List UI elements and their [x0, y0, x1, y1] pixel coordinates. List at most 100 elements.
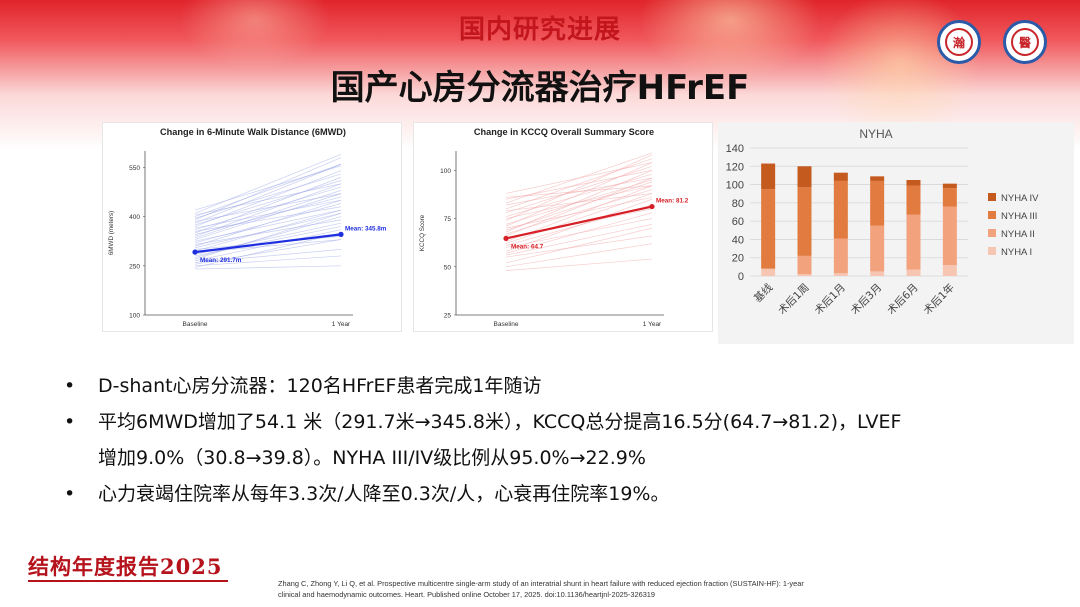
- legend-label: NYHA I: [1001, 247, 1032, 258]
- bullet-text: 增加9.0%（30.8→39.8）。NYHA III/IV级比例从95.0%→2…: [98, 447, 646, 469]
- bar-segment: [833, 172, 848, 181]
- chart-nyha-panel: NYHA 0 20 40 60 80 100 120 140 基线 术后1周 术后1月 术后3月 术后6月…: [718, 122, 1074, 344]
- y-tick-label: 50: [444, 264, 452, 271]
- bullet-item: • 平均6MWD增加了54.1 米（291.7米→345.8米），KCCQ总分提高…: [62, 404, 1042, 476]
- chart-title: Change in KCCQ Overall Summary Score: [474, 127, 654, 137]
- y-tick-label: 40: [732, 234, 744, 246]
- individual-line: [194, 196, 342, 235]
- bar-segment: [797, 274, 812, 276]
- mean-point: [503, 235, 509, 242]
- x-tick-label: Baseline: [183, 321, 208, 328]
- x-tick-label: 术后1月: [812, 282, 847, 317]
- individual-line: [194, 229, 342, 262]
- bar-segment: [797, 187, 812, 256]
- individual-line: [194, 183, 342, 216]
- chart-nyha: NYHA 0 20 40 60 80 100 120 140 基线 术后1周 术后1月 术后3月 术后6月…: [726, 127, 1040, 317]
- bullet-item: • 心力衰竭住院率从每年3.3次/人降至0.3次/人，心衰再住院率19%。: [62, 476, 1042, 512]
- data-label: Mean: 81.2: [656, 198, 689, 205]
- chart-title: Change in 6-Minute Walk Distance (6MWD): [160, 127, 346, 137]
- individual-line: [194, 165, 342, 211]
- legend-swatch: [988, 211, 996, 219]
- legend-swatch: [988, 193, 996, 201]
- footer-divider: [28, 580, 228, 582]
- chart-6mwd-panel: Change in 6-Minute Walk Distance (6MWD) 1…: [102, 122, 402, 332]
- bar-segment: [942, 206, 957, 266]
- y-tick-label: 100: [726, 180, 744, 192]
- individual-line: [194, 163, 342, 224]
- individual-line: [194, 239, 342, 254]
- individual-line: [505, 173, 653, 217]
- individual-line: [194, 180, 342, 226]
- x-tick-label: 1 Year: [332, 321, 351, 328]
- page-title: 国产心房分流器治疗HFrEF: [330, 68, 750, 108]
- bar-segment: [870, 225, 885, 272]
- individual-line: [505, 223, 653, 256]
- x-tick-label: 术后3月: [849, 282, 884, 317]
- individual-line: [505, 235, 653, 258]
- individual-line: [194, 219, 342, 245]
- data-label: Mean: 291.7m: [200, 257, 242, 264]
- individual-line: [194, 206, 342, 232]
- bullet-text: 平均6MWD增加了54.1 米（291.7米→345.8米），KCCQ总分提高1…: [98, 411, 902, 433]
- bar-segment: [906, 214, 921, 270]
- bar-segment: [833, 180, 848, 239]
- y-axis-label: 6MWD (meters): [108, 211, 115, 255]
- individual-line: [505, 193, 653, 212]
- y-tick-label: 0: [738, 271, 744, 283]
- legend-swatch: [988, 247, 996, 255]
- individual-line: [194, 199, 342, 229]
- bar-segment: [761, 268, 776, 276]
- y-tick-label: 80: [732, 198, 744, 210]
- individual-line: [194, 173, 342, 219]
- legend-label: NYHA III: [1001, 211, 1037, 222]
- individual-line: [194, 193, 342, 240]
- y-tick-label: 20: [732, 253, 744, 265]
- individual-line: [194, 226, 342, 257]
- individual-line: [194, 186, 342, 231]
- mean-point: [338, 231, 344, 237]
- chart-title: NYHA: [859, 127, 892, 141]
- bar-segment: [761, 189, 776, 269]
- y-tick-label: 140: [726, 143, 744, 155]
- bar-segment: [833, 273, 848, 276]
- mean-point: [649, 203, 655, 210]
- x-tick-label: 术后1周: [776, 282, 811, 317]
- y-tick-label: 250: [129, 263, 140, 270]
- mean-point: [192, 249, 198, 255]
- bar-segment: [797, 255, 812, 275]
- bar-segment: [906, 180, 921, 186]
- individual-line: [505, 162, 653, 194]
- bar-segment: [870, 271, 885, 276]
- individual-line: [505, 196, 653, 229]
- individual-line: [505, 169, 653, 200]
- x-tick-label: Baseline: [494, 321, 519, 328]
- bullet-text: D-shant心房分流器：120名HFrEF患者完成1年随访: [98, 375, 542, 397]
- bar-segment: [833, 238, 848, 274]
- bullet-dot: •: [64, 375, 76, 397]
- legend-label: NYHA II: [1001, 229, 1035, 240]
- bar-segment: [906, 269, 921, 276]
- individual-line: [505, 258, 653, 271]
- individual-line: [505, 185, 653, 198]
- y-axis-label: KCCQ Score: [419, 214, 426, 251]
- individual-line: [505, 189, 653, 235]
- chart-6mwd: Change in 6-Minute Walk Distance (6MWD) 1…: [108, 127, 387, 328]
- individual-line: [194, 249, 342, 263]
- x-tick-label: 1 Year: [643, 321, 662, 328]
- bar-segment: [942, 188, 957, 207]
- individual-line: [505, 243, 653, 268]
- hospital-logo-2: 醫: [1003, 20, 1047, 64]
- individual-line: [194, 255, 342, 267]
- bar-segment: [761, 163, 776, 190]
- y-tick-label: 75: [444, 216, 452, 223]
- bullet-item: • D-shant心房分流器：120名HFrEF患者完成1年随访: [62, 368, 1042, 404]
- hospital-logo-1: 瀚: [937, 20, 981, 64]
- bullet-dot: •: [64, 483, 76, 505]
- y-tick-label: 100: [129, 313, 140, 320]
- section-title: 国内研究进展: [458, 15, 621, 45]
- legend-label: NYHA IV: [1001, 193, 1039, 204]
- y-tick-label: 400: [129, 214, 140, 221]
- individual-line: [505, 162, 653, 227]
- individual-line: [505, 166, 653, 214]
- bullet-dot: •: [64, 411, 76, 433]
